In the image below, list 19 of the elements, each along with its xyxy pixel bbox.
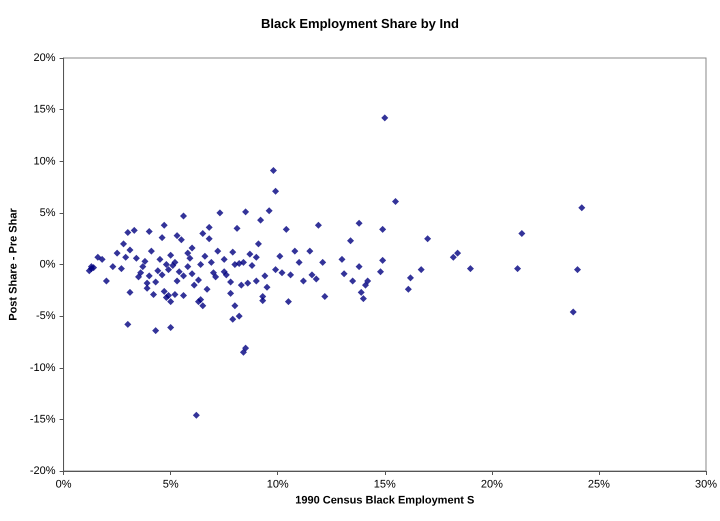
x-tick-label: 20% <box>480 478 504 490</box>
y-tick-label: -5% <box>36 310 56 322</box>
x-tick-label: 0% <box>56 478 72 490</box>
x-tick-label: 10% <box>266 478 289 490</box>
x-tick-label: 25% <box>588 478 610 490</box>
chart-title: Black Employment Share by Ind <box>261 16 460 31</box>
y-tick-label: -15% <box>30 413 56 426</box>
y-tick-label: 20% <box>34 52 56 64</box>
y-tick-label: -20% <box>30 465 56 477</box>
y-tick-label: 10% <box>34 155 56 168</box>
x-tick-label: 5% <box>162 478 179 490</box>
x-tick-label: 15% <box>374 478 396 490</box>
x-axis-title: 1990 Census Black Employment S <box>295 494 474 506</box>
y-tick-label: 5% <box>40 206 56 219</box>
y-tick-label: 0% <box>40 258 56 270</box>
y-tick-label: -10% <box>30 362 56 374</box>
y-axis-title: Post Share - Pre Shar <box>8 208 20 321</box>
x-tick-label: 30% <box>694 478 718 490</box>
y-tick-label: 15% <box>34 104 56 116</box>
